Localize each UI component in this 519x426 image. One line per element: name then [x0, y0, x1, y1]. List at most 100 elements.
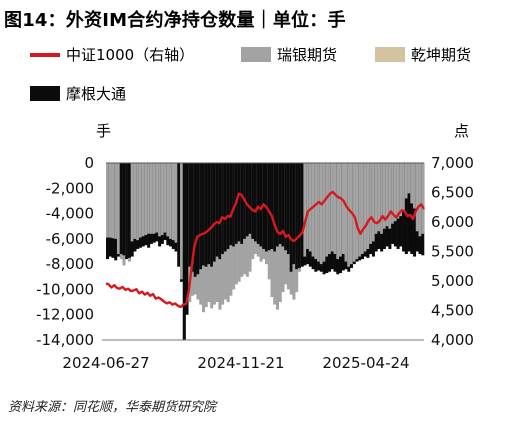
bar-ruiyin [380, 163, 384, 234]
left-axis-tick-label: -6,000 [46, 230, 94, 248]
bar-moken [240, 163, 244, 244]
bar-ruiyin [333, 163, 337, 255]
right-axis-tick-label: 4,000 [431, 331, 474, 349]
bar-ruiyin [144, 163, 148, 236]
bar-moken [207, 163, 211, 265]
bar-moken [413, 163, 417, 257]
x-axis-tick-label: 2024-06-27 [62, 354, 149, 372]
right-axis-tick-label: 6,000 [431, 213, 474, 231]
bar-moken [210, 163, 214, 267]
bar-ruiyin [163, 163, 167, 233]
bar-ruiyin [111, 163, 115, 239]
left-axis-tick-label: -14,000 [36, 331, 94, 349]
bar-ruiyin [336, 163, 340, 260]
bar-moken [218, 163, 222, 260]
bar-moken [199, 163, 203, 270]
bar-moken [226, 163, 230, 249]
bar-ruiyin [366, 163, 370, 249]
bar-ruiyin [158, 163, 162, 237]
bar-ruiyin [328, 163, 332, 255]
bar-moken [223, 163, 227, 252]
source-note: 资料来源：同花顺，华泰期货研究院 [8, 400, 217, 415]
bar-ruiyin [133, 163, 137, 239]
right-axis-unit: 点 [454, 122, 470, 140]
bar-ruiyin [393, 163, 397, 222]
bar-ruiyin [385, 163, 389, 227]
bar-ruiyin [116, 163, 121, 255]
bar-moken [267, 163, 271, 251]
bar-ruiyin [141, 163, 145, 237]
left-axis-tick-label: -12,000 [36, 306, 94, 324]
left-axis-tick-label: -2,000 [46, 179, 94, 197]
legend-item-ruiyin: 瑞银期货 [241, 44, 337, 65]
bar-ruiyin [360, 163, 364, 255]
csi1000-line [105, 190, 426, 309]
bar-ruiyin [322, 163, 326, 262]
bar-ruiyin [371, 163, 375, 242]
bar-moken [248, 163, 252, 234]
bar-ruiyin [413, 163, 417, 209]
legend-item-csi1000: 中证1000（右轴） [30, 44, 194, 65]
bar-ruiyin [352, 163, 356, 262]
bar-ruiyin [108, 163, 112, 238]
left-axis-tick-label: -8,000 [46, 255, 94, 273]
legend-item-moken: 摩根大通 [30, 83, 126, 104]
bar-ruiyin [152, 163, 156, 234]
bar-moken [259, 163, 263, 247]
bar-ruiyin [325, 163, 329, 257]
bar-ruiyin [369, 163, 373, 244]
bar-moken [119, 163, 123, 255]
bar-ruiyin [160, 163, 164, 236]
right-axis-tick-label: 4,500 [431, 302, 474, 320]
legend-swatch-line [30, 52, 60, 57]
bar-ruiyin [355, 163, 359, 260]
bar-ruiyin [106, 163, 110, 238]
bar-moken [251, 163, 255, 239]
bar-moken [190, 163, 195, 272]
chart-title: 图14：外资IM合约净持仓数量｜单位：手 [4, 10, 346, 31]
bar-moken [232, 163, 236, 247]
right-axis-tick-label: 6,500 [431, 184, 474, 202]
bar-ruiyin [344, 163, 348, 262]
bar-ruiyin [166, 163, 170, 237]
left-axis-unit: 手 [96, 122, 112, 140]
bar-moken [193, 163, 197, 277]
bar-moken [229, 163, 233, 246]
legend-item-qiankun: 乾坤期货 [375, 44, 471, 65]
bar-moken [286, 163, 290, 255]
bar-ruiyin [415, 163, 419, 232]
bar-ruiyin [421, 163, 425, 234]
bar-moken [297, 163, 301, 268]
bar-moken [300, 163, 304, 267]
bar-moken [404, 163, 408, 255]
bar-ruiyin [330, 163, 334, 252]
bar-ruiyin [171, 163, 175, 241]
bar-moken [182, 163, 186, 340]
bar-moken [295, 163, 299, 270]
bar-ruiyin [149, 163, 153, 234]
bar-ruiyin [391, 163, 395, 224]
legend-swatch-box [375, 47, 405, 62]
bar-ruiyin [114, 163, 118, 239]
bar-ruiyin [319, 163, 323, 265]
bar-moken [270, 163, 274, 249]
bar-moken [275, 163, 280, 247]
bar-ruiyin [341, 163, 345, 255]
bar-ruiyin [404, 163, 408, 199]
bar-moken [204, 163, 208, 267]
bar-ruiyin [311, 163, 315, 257]
bar-ruiyin [147, 163, 151, 234]
bar-ruiyin [363, 163, 367, 252]
bar-moken [221, 163, 225, 255]
bar-moken [407, 163, 411, 252]
bar-moken [273, 163, 277, 252]
legend-label: 中证1000（右轴） [66, 46, 195, 64]
legend-swatch-box [30, 86, 60, 101]
bar-moken [256, 163, 260, 244]
bar-ruiyin [418, 163, 422, 237]
right-axis-tick-label: 5,500 [431, 243, 474, 261]
bar-moken [292, 163, 296, 265]
bar-ruiyin [317, 163, 321, 262]
bar-moken [237, 163, 241, 242]
